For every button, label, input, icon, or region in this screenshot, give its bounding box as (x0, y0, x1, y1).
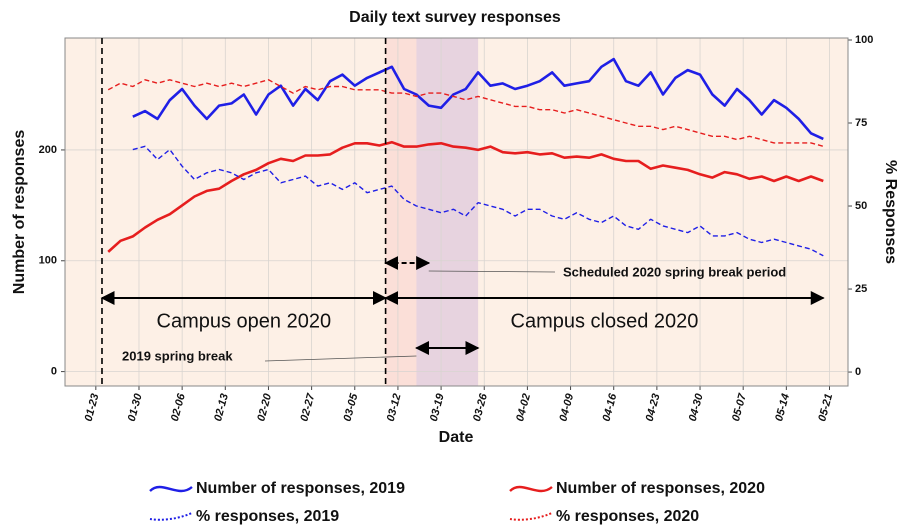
x-tick-label: 05-07 (730, 392, 749, 423)
x-axis-label: Date (439, 429, 474, 446)
series-line (107, 79, 824, 147)
x-tick-label: 03-19 (428, 392, 447, 423)
y2-tick-label: 50 (855, 200, 867, 212)
plot-background (65, 38, 848, 386)
annotation-label: Campus open 2020 (157, 310, 332, 332)
shaded-period (385, 38, 479, 386)
x-tick-label: 04-02 (514, 392, 533, 422)
plot-border (64, 37, 849, 387)
series-line (107, 140, 824, 253)
series-line (132, 57, 824, 141)
x-tick-label: 02-27 (298, 392, 317, 423)
legend-swatch (509, 512, 553, 521)
legend-swatch (149, 485, 193, 493)
legend-swatch (509, 485, 553, 493)
x-tick-label: 02-13 (212, 392, 231, 422)
x-tick-label: 02-06 (169, 392, 188, 423)
y2-tick-label: 75 (855, 117, 867, 129)
legend-label: % responses, 2019 (196, 508, 339, 525)
x-tick-label: 03-26 (471, 392, 490, 423)
x-tick-label: 01-23 (83, 392, 102, 422)
y2-tick-label: 0 (855, 366, 861, 378)
callout-line (264, 355, 417, 362)
x-tick-label: 03-05 (342, 392, 361, 423)
x-tick-label: 02-20 (255, 392, 274, 423)
x-tick-label: 04-16 (601, 392, 620, 423)
legend-label: % responses, 2020 (556, 508, 699, 525)
x-tick-label: 03-12 (385, 392, 404, 422)
annotation-label: 2019 spring break (122, 348, 233, 363)
shaded-period (416, 38, 479, 386)
y-tick-label: 100 (39, 255, 57, 267)
legend-label: Number of responses, 2020 (556, 480, 765, 497)
y-tick-label: 0 (51, 365, 57, 377)
x-tick-label: 04-09 (557, 392, 576, 423)
x-tick-label: 01-30 (126, 392, 145, 423)
series-line (132, 145, 824, 257)
annotation-label: Campus closed 2020 (511, 310, 699, 332)
y-tick-label: 200 (39, 144, 57, 156)
legend-label: Number of responses, 2019 (196, 480, 405, 497)
chart-title: Daily text survey responses (349, 9, 561, 26)
y2-axis-label: % Responses (882, 160, 899, 264)
x-tick-label: 04-23 (644, 392, 663, 422)
annotation-label: Scheduled 2020 spring break period (563, 264, 786, 279)
x-tick-label: 05-21 (816, 392, 835, 422)
x-tick-label: 05-14 (773, 392, 792, 422)
y2-tick-label: 100 (855, 34, 873, 46)
legend-swatch (149, 512, 193, 521)
y2-tick-label: 25 (855, 283, 867, 295)
y-axis-label: Number of responses (11, 130, 28, 295)
callout-line (428, 270, 556, 273)
x-tick-label: 04-30 (687, 392, 706, 423)
